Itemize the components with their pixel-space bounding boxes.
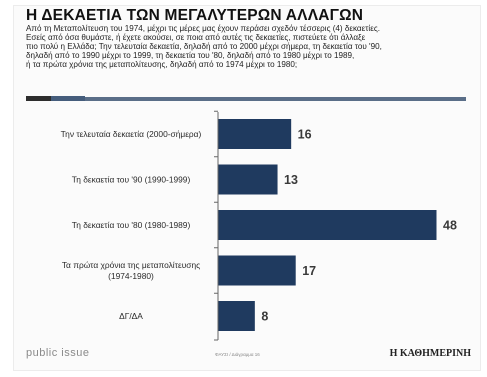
value-label: 8: [261, 310, 268, 324]
bar: [218, 164, 278, 195]
separator-bar-light: [51, 97, 466, 101]
separator-bar-blue: [51, 96, 85, 101]
title-separator: [26, 96, 466, 101]
category-label: Τη δεκαετία του '80 (1980-1989): [72, 220, 191, 230]
page-note: ΦΑΥΣΙ / Διάγραμμα 16: [215, 352, 260, 357]
brand-logo-text: public issue: [26, 347, 90, 359]
bar: [218, 210, 437, 240]
publisher-logo: Η ΚΑΘΗΜΕΡΙΝΗ: [389, 348, 471, 359]
bar: [218, 301, 255, 331]
question-line: Εσείς από όσα θυμάστε, ή έχετε ακούσει, …: [26, 32, 366, 42]
value-label: 17: [302, 264, 316, 278]
value-label: 13: [284, 173, 298, 187]
question-line: Από τη Μεταπολίτευση του 1974, μέχρι τις…: [26, 24, 380, 33]
value-label: 16: [298, 128, 312, 142]
chart-question: Από τη Μεταπολίτευση του 1974, μέχρι τις…: [26, 24, 466, 70]
bar: [218, 255, 296, 286]
value-label: 48: [443, 219, 457, 233]
question-line: δηλαδή από το 1990 μέχρι το 1999, τη δεκ…: [26, 50, 355, 60]
category-label: ΔΓ/ΔΑ: [119, 311, 143, 321]
bar: [218, 119, 292, 149]
category-label: Τα πρώτα χρόνια της μεταπολίτευσης: [62, 260, 200, 270]
separator-bar-dark: [26, 96, 51, 101]
question-line: ή τα πρώτα χρόνια της μεταπολίτευσης, δη…: [26, 59, 298, 69]
category-label: Την τελευταία δεκαετία (2000-σήμερα): [61, 129, 202, 139]
category-label: (1974-1980): [108, 271, 154, 281]
category-label: Τη δεκαετία του '90 (1990-1999): [72, 175, 191, 185]
question-line: πιο πολύ η Ελλάδα; Την τελευταία δεκαετί…: [26, 41, 382, 51]
chart-title: Η ΔΕΚΑΕΤΙΑ ΤΩΝ ΜΕΓΑΛΥΤΕΡΩΝ ΑΛΛΑΓΩΝ: [26, 7, 364, 24]
